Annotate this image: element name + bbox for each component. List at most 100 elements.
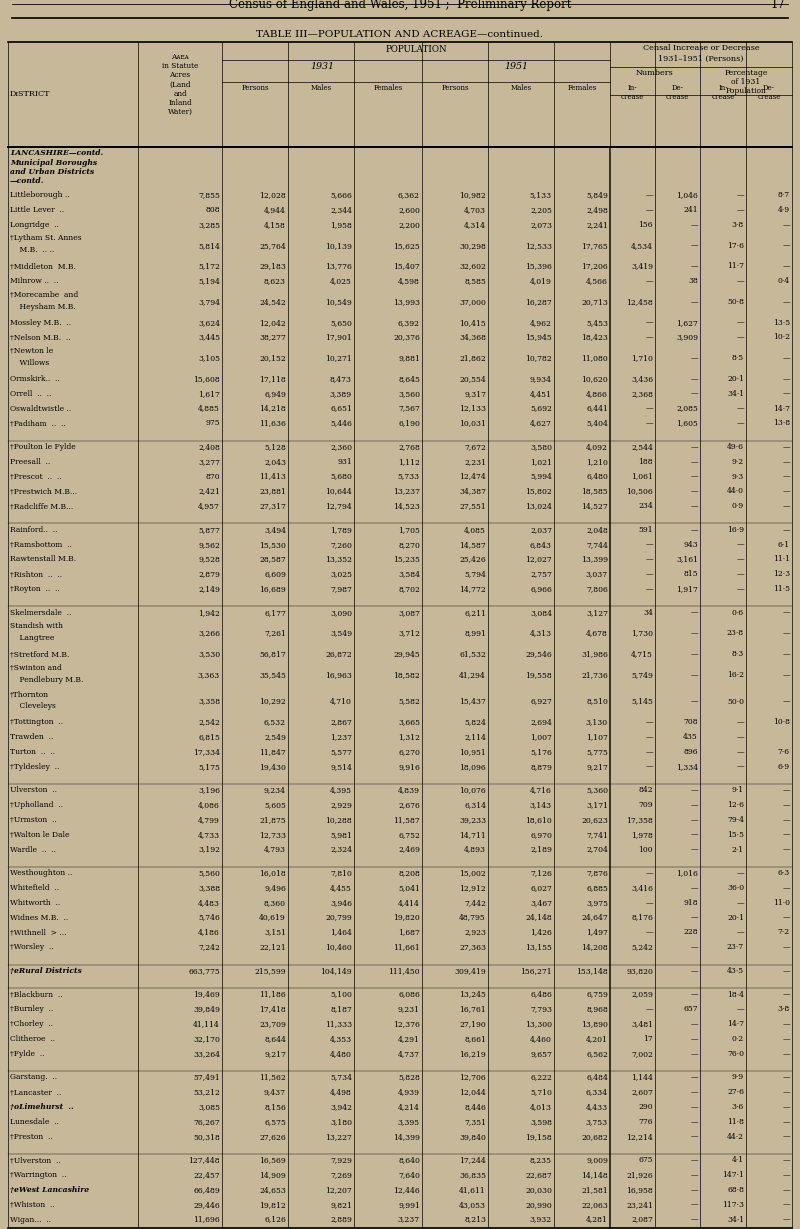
Text: 2,360: 2,360 [330, 442, 352, 451]
Text: 7,744: 7,744 [586, 541, 608, 548]
Text: 241: 241 [683, 206, 698, 214]
Text: 11,333: 11,333 [325, 1020, 352, 1029]
Text: Numbers: Numbers [636, 69, 674, 77]
Text: †Tyldesley  ..: †Tyldesley .. [10, 763, 59, 771]
Text: 4,483: 4,483 [198, 898, 220, 907]
Text: 11,661: 11,661 [394, 943, 420, 951]
Text: 10,076: 10,076 [459, 787, 486, 794]
Text: †Morecambe  and: †Morecambe and [10, 290, 78, 299]
Text: 20·1: 20·1 [727, 913, 744, 922]
Text: 14,148: 14,148 [582, 1171, 608, 1179]
Text: 9,231: 9,231 [398, 1005, 420, 1014]
Text: 11·1: 11·1 [773, 556, 790, 563]
Text: 7,672: 7,672 [464, 442, 486, 451]
Text: 4,019: 4,019 [530, 278, 552, 285]
Text: —: — [782, 1050, 790, 1058]
Text: 18·4: 18·4 [727, 991, 744, 999]
Text: 1,021: 1,021 [530, 457, 552, 466]
Text: —: — [690, 831, 698, 838]
Text: —: — [690, 967, 698, 975]
Text: —: — [736, 404, 744, 413]
Text: 17,244: 17,244 [459, 1156, 486, 1164]
Text: 50·8: 50·8 [727, 297, 744, 306]
Text: 6,949: 6,949 [264, 390, 286, 398]
Text: 6,885: 6,885 [586, 884, 608, 892]
Text: 3,624: 3,624 [198, 318, 220, 327]
Text: —: — [646, 898, 653, 907]
Text: 5,128: 5,128 [264, 442, 286, 451]
Text: 3,712: 3,712 [398, 629, 420, 638]
Text: 7,261: 7,261 [264, 629, 286, 638]
Text: —: — [782, 242, 790, 249]
Text: 5,994: 5,994 [530, 473, 552, 481]
Text: 6,575: 6,575 [264, 1118, 286, 1126]
Text: 4,498: 4,498 [330, 1089, 352, 1096]
Text: 18,582: 18,582 [394, 671, 420, 678]
Text: —: — [690, 473, 698, 481]
Text: 104,149: 104,149 [320, 967, 352, 975]
Text: 4,716: 4,716 [530, 787, 552, 794]
Text: †Lancaster  ..: †Lancaster .. [10, 1089, 62, 1096]
Text: 8,156: 8,156 [264, 1104, 286, 1111]
Text: 10·2: 10·2 [773, 333, 790, 342]
Text: 68·8: 68·8 [727, 1186, 744, 1193]
Text: †Warrington  ..: †Warrington .. [10, 1171, 66, 1179]
Text: 2,324: 2,324 [330, 846, 352, 854]
Text: 7·2: 7·2 [778, 928, 790, 936]
Text: Whitworth  ..: Whitworth .. [10, 898, 60, 907]
Text: 15,407: 15,407 [394, 263, 420, 270]
Text: 6,211: 6,211 [464, 608, 486, 617]
Text: In-
crease: In- crease [621, 84, 644, 101]
Text: 2,768: 2,768 [398, 442, 420, 451]
Text: —: — [782, 473, 790, 481]
Text: 10,506: 10,506 [626, 488, 653, 495]
Text: 7,269: 7,269 [330, 1171, 352, 1179]
Text: —: — [690, 1201, 698, 1209]
Text: —: — [646, 718, 653, 726]
Text: 3,277: 3,277 [198, 457, 220, 466]
Text: —: — [690, 608, 698, 617]
Text: 79·4: 79·4 [727, 816, 744, 823]
Text: 23·7: 23·7 [727, 943, 744, 951]
Text: 8,661: 8,661 [464, 1035, 486, 1043]
Text: 76,267: 76,267 [194, 1118, 220, 1126]
Text: 11·5: 11·5 [773, 585, 790, 594]
Text: 6,651: 6,651 [330, 404, 352, 413]
Text: 896: 896 [683, 748, 698, 756]
Text: 5,041: 5,041 [398, 884, 420, 892]
Text: Pendlebury M.B.: Pendlebury M.B. [10, 676, 83, 683]
Text: †Whiston  ..: †Whiston .. [10, 1201, 54, 1209]
Text: —: — [782, 608, 790, 617]
Text: 41,611: 41,611 [459, 1186, 486, 1193]
Text: 11,847: 11,847 [259, 748, 286, 756]
Text: 6,334: 6,334 [586, 1089, 608, 1096]
Text: 9,496: 9,496 [264, 884, 286, 892]
Text: —: — [782, 1073, 790, 1082]
Text: —: — [646, 732, 653, 741]
Text: 5,814: 5,814 [198, 242, 220, 249]
Text: 4,957: 4,957 [198, 503, 220, 510]
Text: 2,757: 2,757 [530, 570, 552, 579]
Text: 4,627: 4,627 [530, 419, 552, 428]
Text: 4,710: 4,710 [330, 698, 352, 705]
Text: —: — [736, 585, 744, 594]
Text: 6,815: 6,815 [198, 732, 220, 741]
Text: 16,958: 16,958 [626, 1186, 653, 1193]
Text: 15,235: 15,235 [393, 556, 420, 563]
Text: 4,793: 4,793 [264, 846, 286, 854]
Text: 32,602: 32,602 [459, 263, 486, 270]
Text: 8,879: 8,879 [530, 763, 552, 771]
Text: 1,730: 1,730 [631, 629, 653, 638]
Text: —: — [736, 748, 744, 756]
Text: 5,733: 5,733 [398, 473, 420, 481]
Text: 2,205: 2,205 [530, 206, 552, 214]
Text: —: — [690, 221, 698, 229]
Text: 10,292: 10,292 [259, 698, 286, 705]
Text: 3,151: 3,151 [264, 928, 286, 936]
Text: 14,772: 14,772 [459, 585, 486, 594]
Text: 17,358: 17,358 [626, 816, 653, 823]
Text: 16,963: 16,963 [325, 671, 352, 678]
Text: —: — [690, 650, 698, 659]
Text: 8·7: 8·7 [778, 192, 790, 199]
Text: 6,759: 6,759 [586, 991, 608, 999]
